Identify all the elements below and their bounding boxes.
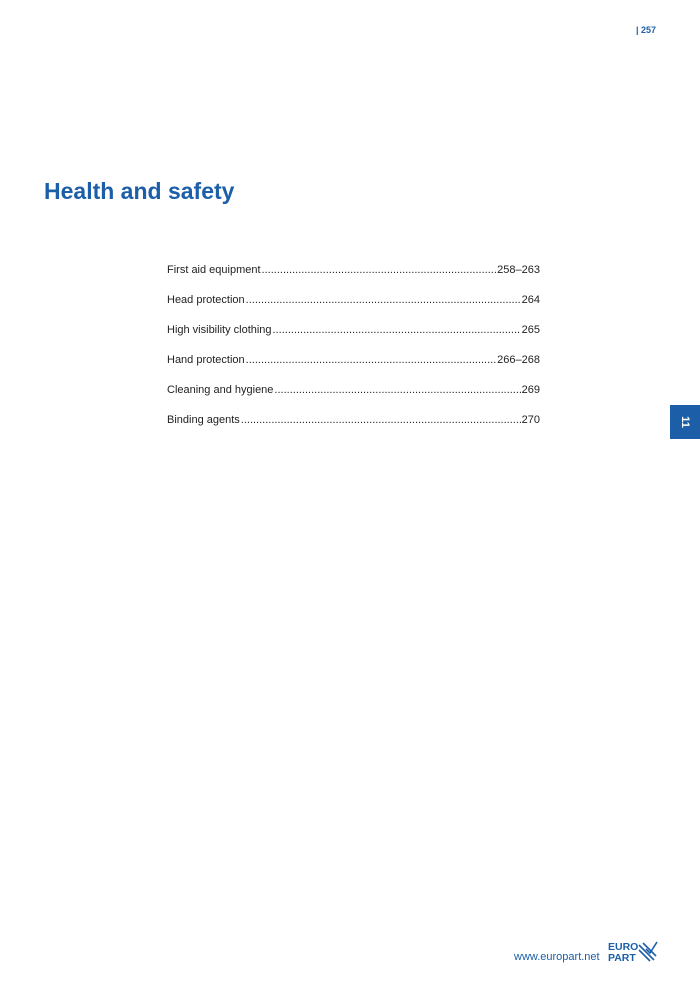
svg-text:EURO: EURO	[608, 941, 638, 953]
chapter-tab[interactable]: 11	[670, 405, 700, 439]
toc-pages: 264	[521, 294, 540, 306]
toc-label: High visibility clothing	[167, 324, 272, 336]
page-number: | 257	[635, 25, 656, 35]
toc-entry[interactable]: Binding agents 270	[167, 414, 540, 444]
toc-label: First aid equipment	[167, 264, 261, 276]
toc-pages: 258–263	[497, 264, 540, 276]
toc-entry[interactable]: First aid equipment 258–263	[167, 264, 540, 294]
toc-entry[interactable]: High visibility clothing 265	[167, 324, 540, 354]
toc-entry[interactable]: Hand protection 266–268	[167, 354, 540, 384]
toc-label: Binding agents	[167, 414, 240, 426]
toc-label: Hand protection	[167, 354, 245, 366]
toc-label: Cleaning and hygiene	[167, 384, 274, 396]
toc-label: Head protection	[167, 294, 245, 306]
page-title: Health and safety	[44, 178, 235, 204]
toc-entry[interactable]: Cleaning and hygiene 269	[167, 384, 540, 414]
chapter-number: 11	[678, 416, 691, 428]
europart-logo: EURO PART	[608, 941, 658, 962]
toc-pages: 266–268	[497, 354, 540, 366]
table-of-contents: First aid equipment 258–263 Head protecti…	[167, 264, 540, 444]
toc-entry[interactable]: Head protection 264	[167, 294, 540, 324]
svg-text:PART: PART	[608, 952, 636, 962]
toc-pages: 265	[521, 324, 540, 336]
toc-pages: 270	[521, 414, 540, 426]
toc-pages: 269	[521, 384, 540, 396]
website-link[interactable]: www.europart.net	[514, 951, 600, 963]
